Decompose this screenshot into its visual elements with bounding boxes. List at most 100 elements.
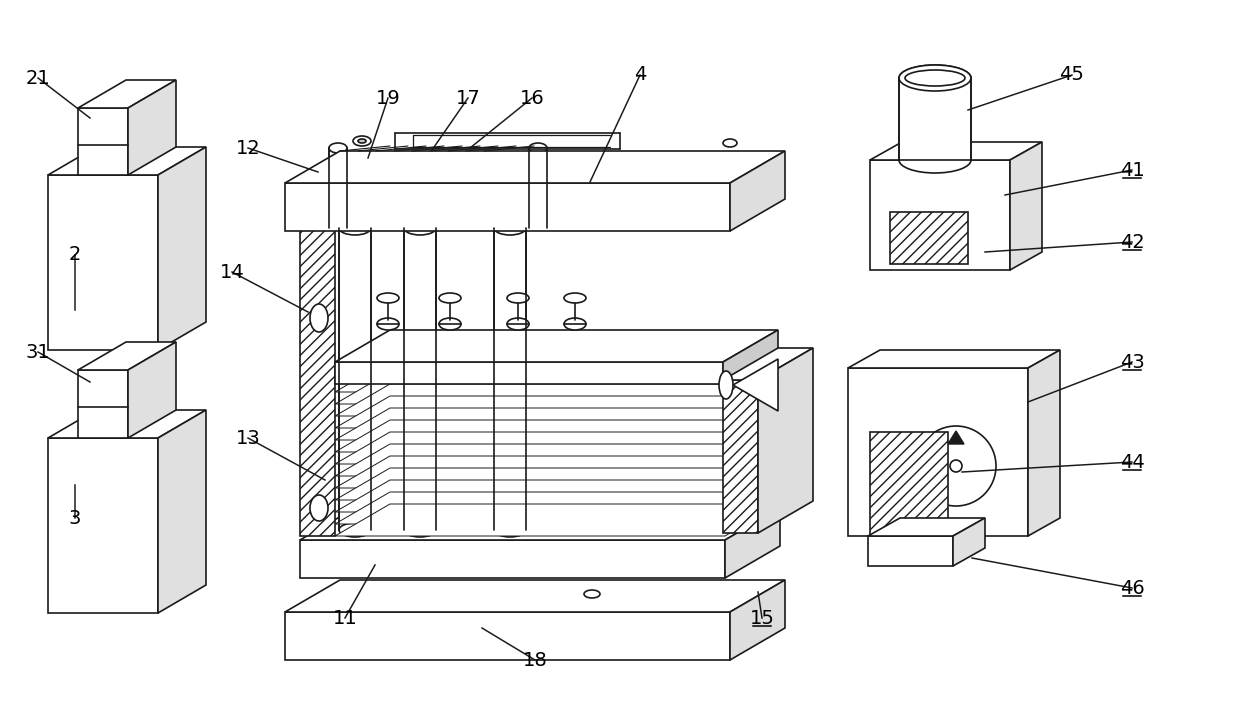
Polygon shape bbox=[285, 151, 785, 183]
Bar bbox=[529, 148, 547, 228]
Text: 11: 11 bbox=[332, 609, 357, 628]
Bar bbox=[329, 148, 347, 228]
Ellipse shape bbox=[439, 318, 461, 330]
Text: 14: 14 bbox=[219, 263, 244, 282]
Ellipse shape bbox=[507, 318, 529, 330]
Polygon shape bbox=[335, 420, 780, 452]
Polygon shape bbox=[730, 151, 785, 231]
Ellipse shape bbox=[723, 139, 737, 147]
Ellipse shape bbox=[950, 460, 962, 472]
Ellipse shape bbox=[353, 136, 371, 146]
Bar bbox=[48, 175, 157, 350]
Polygon shape bbox=[954, 518, 985, 566]
Ellipse shape bbox=[564, 318, 587, 330]
Ellipse shape bbox=[404, 221, 436, 235]
Polygon shape bbox=[335, 432, 780, 464]
Polygon shape bbox=[335, 480, 780, 512]
Polygon shape bbox=[949, 431, 963, 444]
Text: 31: 31 bbox=[26, 342, 51, 362]
Polygon shape bbox=[758, 348, 813, 533]
Polygon shape bbox=[725, 508, 780, 578]
Ellipse shape bbox=[358, 139, 366, 143]
Bar bbox=[335, 362, 723, 384]
Polygon shape bbox=[848, 350, 1060, 368]
Bar bbox=[300, 540, 725, 578]
Polygon shape bbox=[335, 444, 780, 476]
Polygon shape bbox=[335, 492, 780, 524]
Text: 21: 21 bbox=[26, 68, 51, 87]
Polygon shape bbox=[285, 580, 785, 612]
Polygon shape bbox=[868, 518, 985, 536]
Polygon shape bbox=[78, 80, 176, 108]
Polygon shape bbox=[78, 342, 176, 370]
Bar bbox=[78, 370, 128, 438]
Text: 17: 17 bbox=[455, 89, 480, 108]
Bar bbox=[723, 380, 758, 533]
Polygon shape bbox=[128, 80, 176, 175]
Ellipse shape bbox=[377, 318, 399, 330]
Polygon shape bbox=[300, 196, 391, 228]
Ellipse shape bbox=[404, 523, 436, 537]
Text: 46: 46 bbox=[1120, 579, 1145, 598]
Ellipse shape bbox=[377, 293, 399, 303]
Polygon shape bbox=[335, 408, 780, 440]
Polygon shape bbox=[335, 456, 780, 488]
Polygon shape bbox=[48, 410, 206, 438]
Polygon shape bbox=[335, 396, 780, 428]
Bar bbox=[870, 160, 1011, 270]
Ellipse shape bbox=[899, 65, 971, 91]
Text: 4: 4 bbox=[634, 66, 646, 84]
Text: 41: 41 bbox=[1120, 160, 1145, 180]
Polygon shape bbox=[335, 330, 777, 362]
Ellipse shape bbox=[916, 426, 996, 506]
Ellipse shape bbox=[905, 70, 965, 86]
Bar bbox=[868, 536, 954, 566]
Polygon shape bbox=[128, 342, 176, 438]
Polygon shape bbox=[335, 504, 780, 536]
Text: 42: 42 bbox=[1120, 232, 1145, 251]
Ellipse shape bbox=[339, 523, 371, 537]
Polygon shape bbox=[335, 468, 780, 500]
Polygon shape bbox=[730, 580, 785, 660]
Text: 3: 3 bbox=[68, 508, 81, 528]
Ellipse shape bbox=[584, 590, 600, 598]
Polygon shape bbox=[157, 410, 206, 613]
Polygon shape bbox=[733, 359, 777, 411]
Polygon shape bbox=[335, 372, 780, 404]
Bar bbox=[300, 228, 335, 536]
Text: 2: 2 bbox=[68, 245, 81, 264]
Text: 12: 12 bbox=[236, 138, 260, 157]
Bar bbox=[339, 228, 371, 530]
Ellipse shape bbox=[899, 65, 971, 91]
Ellipse shape bbox=[564, 293, 587, 303]
Polygon shape bbox=[1028, 350, 1060, 536]
Polygon shape bbox=[723, 330, 777, 384]
Ellipse shape bbox=[439, 293, 461, 303]
Ellipse shape bbox=[507, 293, 529, 303]
Polygon shape bbox=[1011, 142, 1042, 270]
Bar bbox=[848, 368, 1028, 536]
Bar bbox=[404, 228, 436, 530]
Bar bbox=[48, 438, 157, 613]
Text: 19: 19 bbox=[376, 89, 401, 108]
Text: 18: 18 bbox=[522, 651, 547, 670]
Bar bbox=[285, 183, 730, 231]
Polygon shape bbox=[335, 348, 780, 380]
Text: 44: 44 bbox=[1120, 453, 1145, 472]
Polygon shape bbox=[335, 384, 780, 416]
Polygon shape bbox=[157, 147, 206, 350]
Bar bbox=[890, 212, 968, 264]
Polygon shape bbox=[300, 508, 780, 540]
Polygon shape bbox=[723, 348, 813, 380]
Text: 13: 13 bbox=[236, 429, 260, 448]
Text: 15: 15 bbox=[749, 609, 775, 628]
Text: 16: 16 bbox=[520, 89, 544, 108]
Ellipse shape bbox=[310, 304, 329, 332]
Text: 43: 43 bbox=[1120, 352, 1145, 371]
Bar bbox=[494, 228, 526, 530]
Polygon shape bbox=[870, 142, 1042, 160]
Bar bbox=[285, 612, 730, 660]
Ellipse shape bbox=[310, 495, 329, 521]
Ellipse shape bbox=[529, 143, 547, 153]
Ellipse shape bbox=[329, 143, 347, 153]
